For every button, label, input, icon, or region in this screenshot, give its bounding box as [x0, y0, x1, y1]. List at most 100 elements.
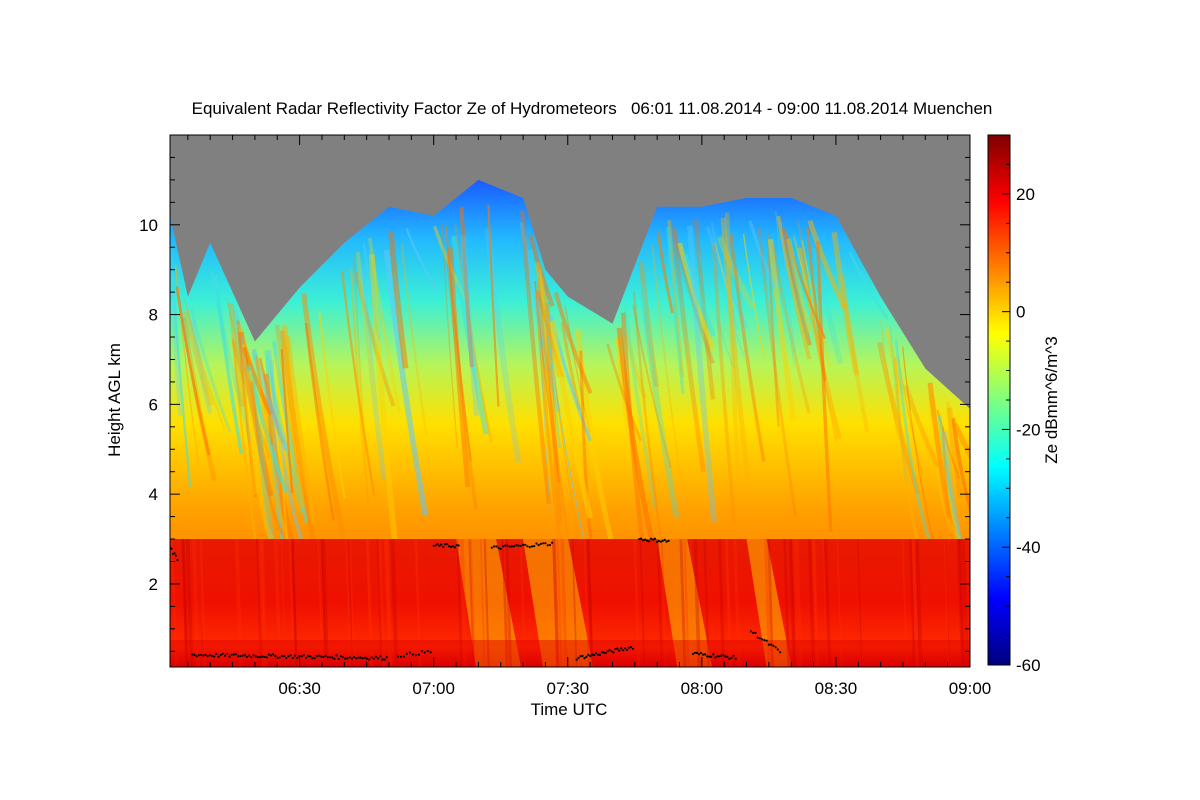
cloud-base-dot	[620, 647, 623, 650]
fall-streak	[405, 228, 438, 291]
cloud-base-dot	[667, 539, 670, 542]
cloud-base-dot	[604, 651, 607, 655]
cloud-base-dot	[234, 653, 238, 656]
cloud-base-dot	[596, 653, 600, 656]
y-tick-label: 10	[139, 216, 158, 235]
fall-streak	[947, 407, 963, 498]
cloud-base-dot	[287, 655, 290, 658]
fall-streak	[766, 233, 780, 427]
rain-texture	[185, 539, 192, 667]
fall-streak	[903, 384, 941, 469]
rain-texture	[198, 538, 207, 667]
cloud-base-dot	[728, 657, 731, 661]
cloud-base-dots	[170, 537, 782, 661]
rain-texture	[857, 539, 863, 667]
fall-streak	[776, 215, 812, 360]
cloud-base-dot	[624, 647, 627, 650]
fall-streak	[544, 302, 563, 526]
cloud-base-dot	[248, 654, 251, 657]
cloud-base-dot	[326, 656, 329, 659]
rain-texture	[483, 539, 490, 667]
rain-texture	[813, 539, 820, 667]
fall-streak	[250, 381, 288, 541]
rain-texture	[291, 539, 298, 667]
cloud-base-dot	[426, 649, 429, 653]
cloud-base-dot	[490, 546, 493, 549]
fall-streak	[213, 274, 244, 455]
cloud-base-dot	[648, 540, 651, 543]
cloud-base-dot	[593, 653, 596, 657]
fall-streak	[848, 251, 889, 320]
fall-streak	[537, 292, 551, 511]
fall-streak	[780, 221, 796, 353]
fall-streak	[667, 220, 685, 378]
cloud-base-dot	[197, 654, 200, 657]
rain-texture	[519, 539, 526, 667]
cloud-base-dot	[372, 657, 375, 660]
cloud-base-dot	[693, 651, 697, 654]
rain-texture	[962, 539, 969, 667]
cloud-base-dot	[504, 544, 507, 547]
rain-texture	[345, 539, 352, 667]
fall-streak	[564, 305, 591, 433]
rain-texture	[348, 539, 353, 667]
rain-texture	[258, 539, 264, 667]
rain-texture	[587, 539, 593, 667]
cloud-base-dot	[263, 655, 266, 659]
fall-streak	[710, 251, 745, 357]
rain-streak	[746, 539, 792, 667]
fall-streak	[251, 348, 289, 452]
fall-streak	[748, 220, 777, 289]
cloud-base-dot	[710, 655, 713, 659]
cloud-base-dot	[300, 655, 303, 658]
rain-texture	[788, 539, 796, 667]
fall-streak	[623, 307, 658, 510]
cloud-base-dot	[191, 653, 194, 656]
cloud-base-dot	[585, 655, 588, 659]
rain-texture	[822, 539, 828, 667]
fall-streak	[575, 329, 614, 540]
fall-streak	[651, 245, 683, 488]
rain-texture	[718, 539, 725, 667]
cloud-base-dot	[546, 544, 549, 547]
cloud-base-dot	[501, 545, 505, 548]
cloud-base-dot	[510, 545, 513, 548]
cloud-base-dot	[449, 545, 452, 549]
cloud-base-dot	[612, 651, 615, 654]
fall-streak	[720, 217, 751, 484]
cloud-base-dot	[691, 652, 695, 656]
fall-streak	[710, 221, 739, 331]
fall-streak	[714, 242, 734, 306]
cloud-base-dot	[309, 655, 312, 658]
fall-streak	[353, 256, 370, 507]
fall-streak	[258, 358, 284, 444]
fall-streak	[454, 224, 493, 443]
rain-texture	[192, 538, 200, 667]
fall-streak	[171, 278, 192, 489]
cloud-base-dot	[226, 652, 229, 655]
fall-streak	[350, 269, 367, 477]
fall-streak	[879, 320, 899, 441]
near-surface-layer	[170, 640, 970, 667]
cloud-base-dot	[600, 651, 604, 654]
rain-texture	[366, 539, 374, 667]
cloud-base-dot	[276, 656, 279, 660]
fall-streak	[797, 247, 842, 440]
cloud-base-dot	[348, 656, 351, 659]
cloud-base-dot	[453, 546, 456, 549]
fall-streak	[441, 223, 458, 449]
fall-streak	[520, 210, 552, 505]
cloud-base-dot	[278, 656, 281, 659]
rain-texture	[365, 539, 372, 667]
y-tick-label: 6	[149, 395, 158, 414]
rain-texture	[414, 539, 421, 667]
rain-texture	[633, 539, 640, 667]
cloud-base-dot	[608, 648, 611, 652]
fall-streak	[894, 361, 920, 439]
cloud-base-dot	[405, 652, 408, 655]
fall-streak	[368, 254, 398, 540]
cloud-base-dot	[537, 544, 540, 547]
rain-texture	[583, 539, 590, 667]
cloud-base-dot	[259, 656, 262, 659]
cloud-base-dot	[638, 538, 641, 541]
